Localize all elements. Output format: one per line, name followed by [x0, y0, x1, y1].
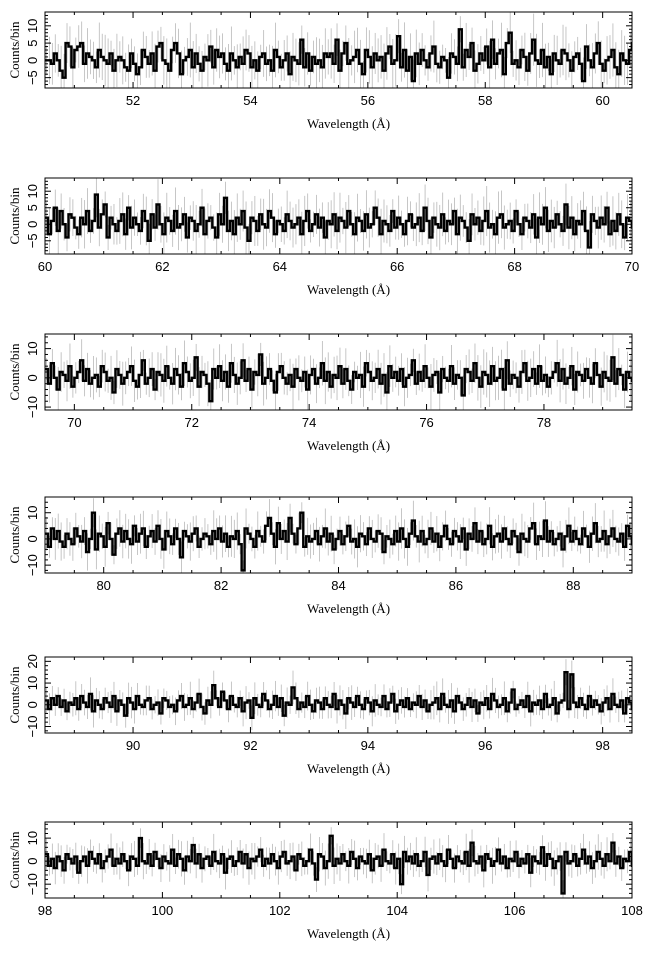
x-tick-label: 76 — [419, 415, 433, 430]
x-tick-label: 60 — [38, 259, 52, 274]
x-tick-label: 106 — [504, 903, 526, 918]
y-tick-label: −10 — [25, 396, 40, 418]
counts-histogram-line — [45, 671, 632, 719]
panel-5: 90 92 94 96 98 −10 0 10 20 Wavelength (Å) Counts/b… — [7, 654, 633, 776]
x-tick-label: 70 — [625, 259, 639, 274]
y-axis-label: Counts/bin — [7, 343, 22, 401]
y-tick-label: 0 — [25, 535, 40, 542]
y-tick-label: 0 — [25, 57, 40, 64]
panel-4: 80 82 84 86 88 −10 0 10 Wavelength (Å) Counts/bin — [7, 496, 633, 616]
x-tick-label: 100 — [152, 903, 174, 918]
y-tick-label: 10 — [25, 831, 40, 845]
x-tick-label: 94 — [361, 738, 375, 753]
x-tick-label: 62 — [155, 259, 169, 274]
y-tick-label: 0 — [25, 221, 40, 228]
x-tick-label: 102 — [269, 903, 291, 918]
x-tick-label: 86 — [449, 578, 463, 593]
y-tick-label: −10 — [25, 873, 40, 895]
y-tick-label: 10 — [25, 341, 40, 355]
x-axis-label: Wavelength (Å) — [307, 282, 390, 297]
y-tick-label: −10 — [25, 554, 40, 576]
error-bars — [46, 659, 631, 731]
y-tick-label: 10 — [25, 505, 40, 519]
y-tick-label: 5 — [25, 39, 40, 46]
x-tick-label: 78 — [537, 415, 551, 430]
x-tick-label: 68 — [507, 259, 521, 274]
x-axis-label: Wavelength (Å) — [307, 601, 390, 616]
panel-6: 98 100 102 104 106 108 −10 0 10 Wavelength (Å) Cou… — [7, 821, 643, 941]
x-tick-label: 56 — [361, 93, 375, 108]
counts-histogram-line — [45, 28, 632, 83]
y-tick-label: 10 — [25, 184, 40, 198]
x-tick-label: 72 — [185, 415, 199, 430]
x-axis-label: Wavelength (Å) — [307, 438, 390, 453]
y-tick-label: −5 — [25, 233, 40, 248]
x-tick-label: 84 — [331, 578, 345, 593]
y-tick-label: −5 — [25, 70, 40, 85]
y-axis-label: Counts/bin — [7, 506, 22, 564]
panel-2: 60 62 64 66 68 70 −5 0 5 10 Wavelength (Å) Counts/b… — [7, 177, 639, 297]
x-tick-label: 70 — [67, 415, 81, 430]
y-axis-label: Counts/bin — [7, 831, 22, 889]
x-axis-label: Wavelength (Å) — [307, 116, 390, 131]
x-tick-label: 66 — [390, 259, 404, 274]
x-tick-label: 52 — [126, 93, 140, 108]
x-tick-label: 54 — [243, 93, 257, 108]
x-tick-label: 108 — [621, 903, 643, 918]
x-tick-label: 96 — [478, 738, 492, 753]
panel-1: 52 54 56 58 60 −5 0 5 10 Wavelength (Å) Counts/bin — [7, 11, 633, 131]
counts-histogram-line — [45, 353, 632, 403]
y-tick-label: 10 — [25, 676, 40, 690]
x-tick-label: 98 — [38, 903, 52, 918]
y-tick-label: 5 — [25, 204, 40, 211]
x-axis-label: Wavelength (Å) — [307, 761, 390, 776]
x-tick-label: 74 — [302, 415, 316, 430]
counts-histogram-line — [45, 834, 632, 895]
y-tick-label: 0 — [25, 701, 40, 708]
y-tick-label: 20 — [25, 654, 40, 668]
x-tick-label: 92 — [243, 738, 257, 753]
y-tick-label: 0 — [25, 858, 40, 865]
x-tick-label: 88 — [566, 578, 580, 593]
x-tick-label: 104 — [386, 903, 408, 918]
counts-histogram-line — [45, 511, 632, 572]
x-tick-label: 82 — [214, 578, 228, 593]
panel-3: 70 72 74 76 78 −10 0 10 Wavelength (Å) Counts/bin — [7, 333, 633, 453]
x-axis-label: Wavelength (Å) — [307, 926, 390, 941]
x-tick-label: 58 — [478, 93, 492, 108]
x-tick-label: 98 — [595, 738, 609, 753]
y-axis-label: Counts/bin — [7, 666, 22, 724]
x-tick-label: 80 — [96, 578, 110, 593]
x-tick-label: 60 — [595, 93, 609, 108]
y-axis-label: Counts/bin — [7, 21, 22, 79]
counts-histogram-line — [45, 193, 632, 249]
y-axis-label: Counts/bin — [7, 187, 22, 245]
y-tick-label: 10 — [25, 19, 40, 33]
y-tick-label: 0 — [25, 374, 40, 381]
x-tick-label: 64 — [273, 259, 287, 274]
y-tick-label: −10 — [25, 715, 40, 737]
x-tick-label: 90 — [126, 738, 140, 753]
